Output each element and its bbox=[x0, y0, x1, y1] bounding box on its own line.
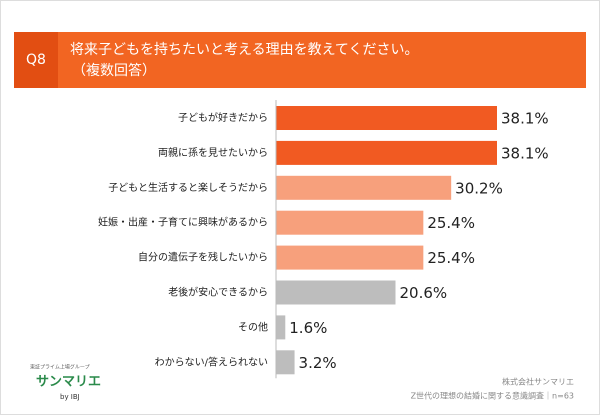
logo-by: by IBJ bbox=[60, 393, 80, 401]
value-label: 25.4% bbox=[427, 249, 475, 267]
category-label: 両親に孫を見せたいから bbox=[158, 146, 268, 159]
category-label: 老後が安心できるから bbox=[168, 286, 268, 299]
category-label: 妊娠・出産・子育てに興味があるから bbox=[98, 216, 268, 229]
category-label: 子どもが好きだから bbox=[178, 111, 268, 124]
value-label: 30.2% bbox=[455, 179, 503, 197]
logo-name: サンマリエ bbox=[36, 375, 101, 390]
value-label: 38.1% bbox=[501, 144, 549, 162]
logo-tagline: 東証プライム上場グループ bbox=[30, 364, 90, 371]
question-box bbox=[14, 32, 58, 88]
value-label: 38.1% bbox=[501, 110, 549, 128]
footer-source: Z世代の理想の結婚に関する意識調査｜n=63 bbox=[411, 391, 574, 401]
question-label: Q8 bbox=[26, 52, 46, 68]
bar bbox=[276, 140, 497, 165]
chart-subtitle: （複数回答） bbox=[72, 62, 156, 79]
chart-title: 将来子どもを持ちたいと考える理由を教えてください。 bbox=[70, 42, 418, 58]
header-bar bbox=[14, 32, 586, 88]
bar bbox=[276, 350, 295, 375]
bar bbox=[276, 210, 424, 235]
bar bbox=[276, 245, 424, 270]
footer-company: 株式会社サンマリエ bbox=[502, 377, 574, 387]
category-label: 子どもと生活すると楽しそうだから bbox=[108, 181, 268, 194]
value-label: 25.4% bbox=[427, 214, 475, 232]
bar bbox=[276, 106, 497, 130]
bar bbox=[276, 315, 286, 340]
value-label: 1.6% bbox=[289, 319, 327, 337]
bar bbox=[276, 280, 396, 305]
value-label: 20.6% bbox=[399, 284, 447, 302]
category-label: わからない/答えられない bbox=[155, 355, 268, 368]
value-label: 3.2% bbox=[299, 354, 337, 372]
bar bbox=[276, 175, 452, 200]
category-label: その他 bbox=[238, 320, 268, 333]
category-label: 自分の遺伝子を残したいから bbox=[138, 251, 268, 264]
